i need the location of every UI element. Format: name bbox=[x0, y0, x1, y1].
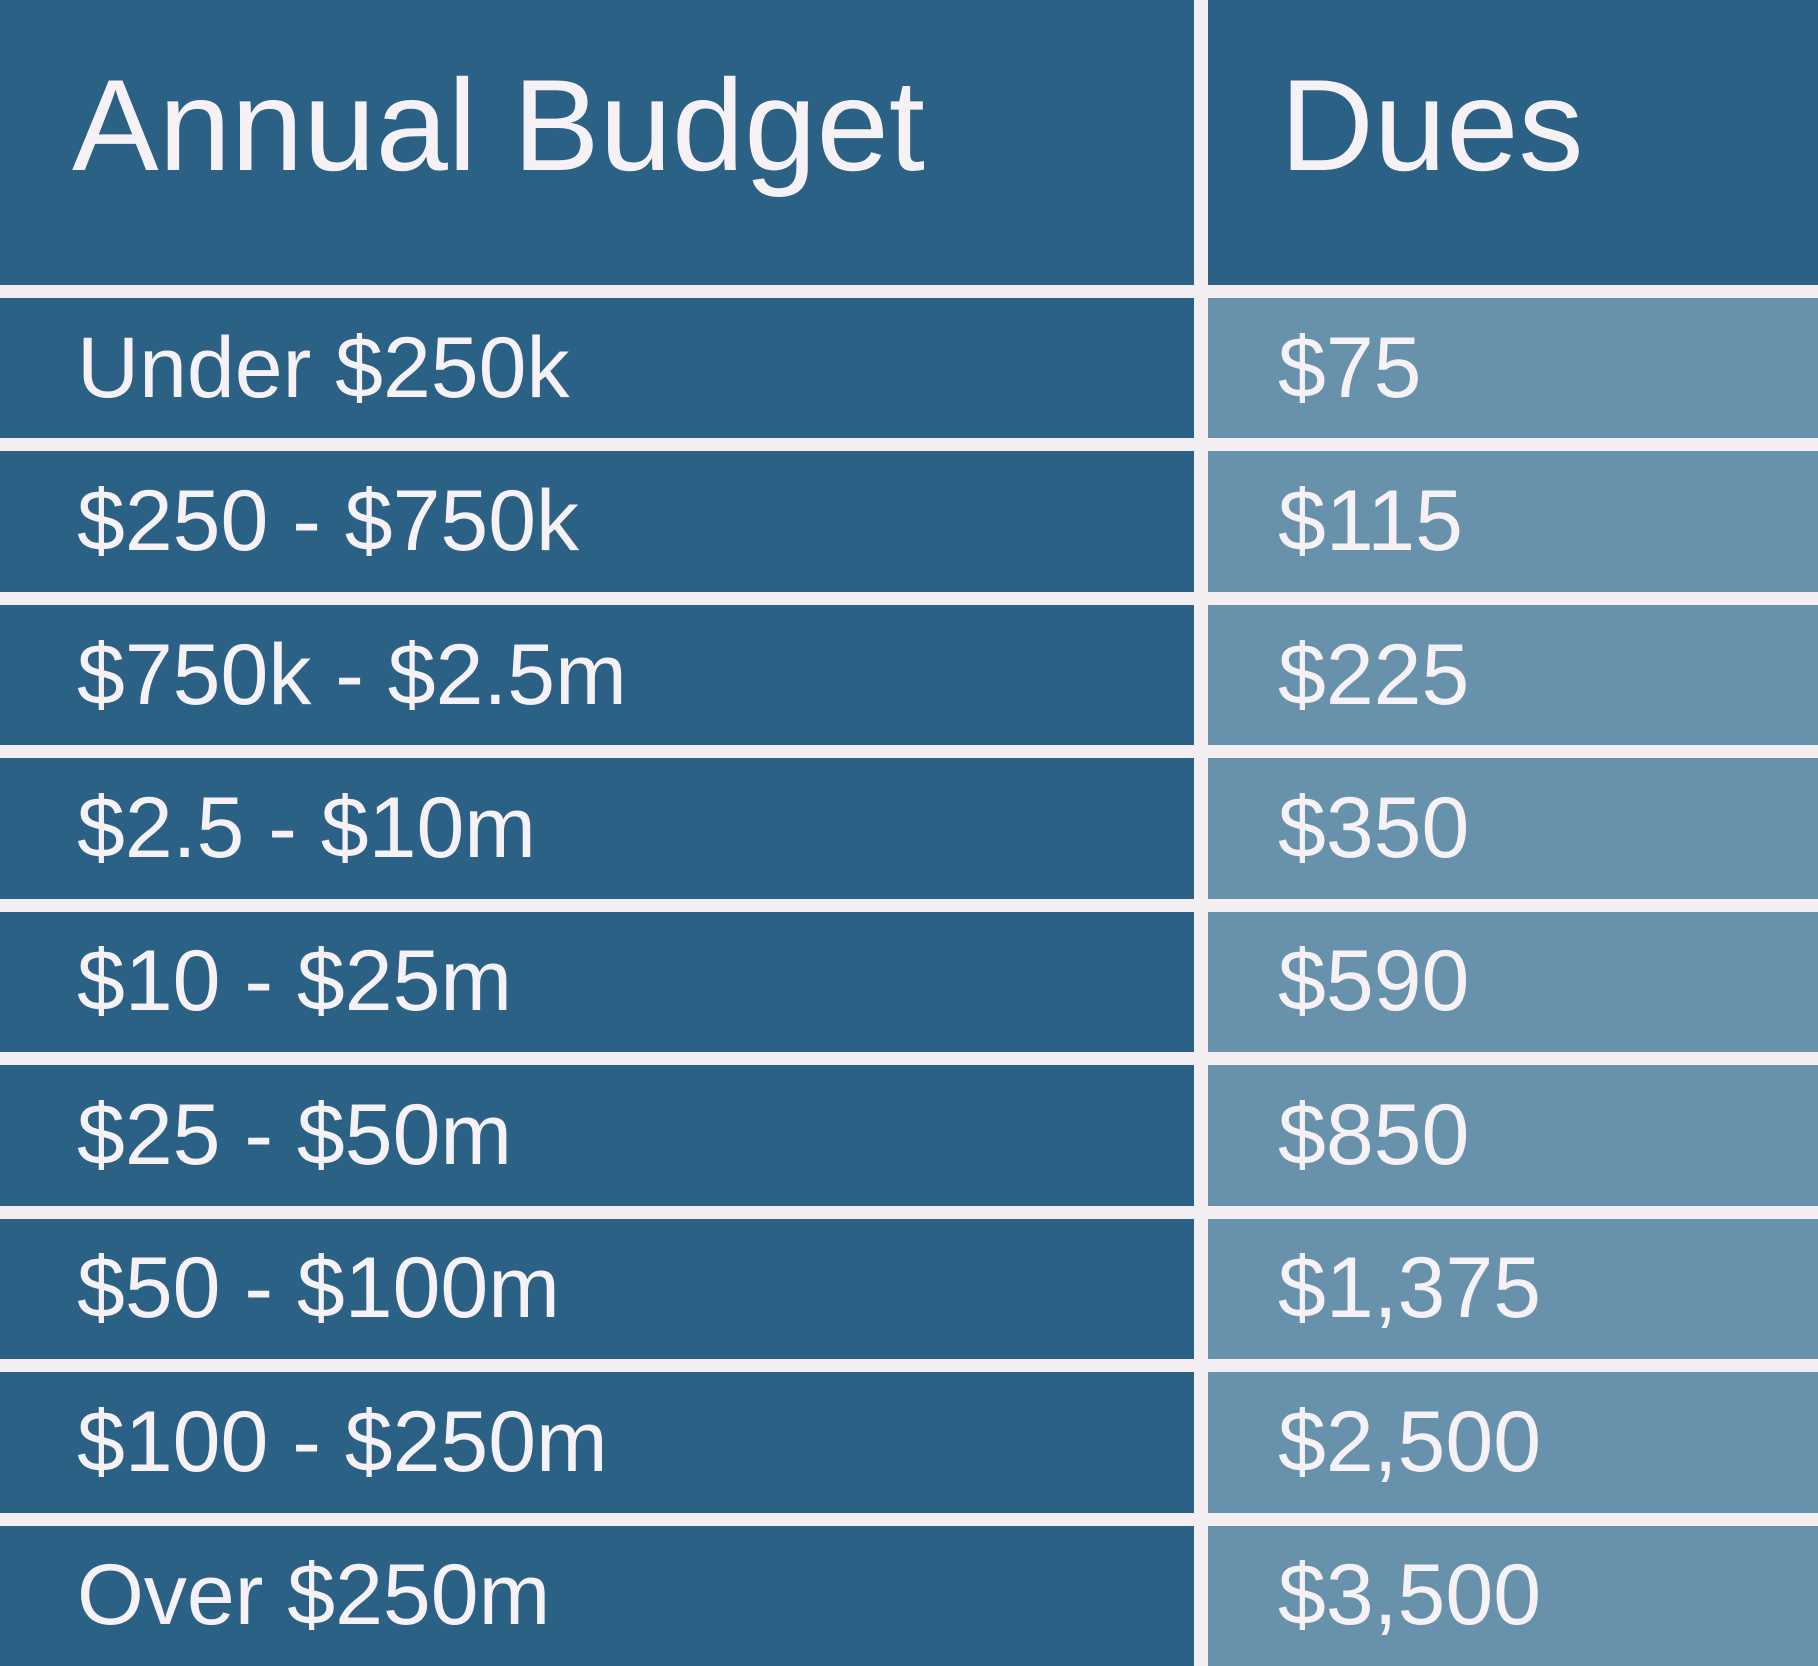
dues-cell: $115 bbox=[1208, 451, 1818, 592]
column-header: Dues bbox=[1208, 0, 1818, 285]
budget-cell: $25 - $50m bbox=[0, 1065, 1194, 1206]
dues-cell: $3,500 bbox=[1208, 1525, 1818, 1666]
dues-cell: $850 bbox=[1208, 1065, 1818, 1206]
budget-cell: $250 - $750k bbox=[0, 451, 1194, 592]
column-header: Annual Budget bbox=[0, 0, 1194, 285]
dues-cell: $1,375 bbox=[1208, 1218, 1818, 1360]
dues-cell: $75 bbox=[1208, 298, 1818, 439]
dues-cell: $350 bbox=[1208, 758, 1818, 899]
dues-cell: $225 bbox=[1208, 604, 1818, 746]
dues-cell: $590 bbox=[1208, 911, 1818, 1053]
budget-cell: Under $250k bbox=[0, 298, 1194, 439]
budget-cell: $10 - $25m bbox=[0, 911, 1194, 1053]
budget-cell: $100 - $250m bbox=[0, 1372, 1194, 1513]
budget-cell: Over $250m bbox=[0, 1525, 1194, 1666]
budget-cell: $750k - $2.5m bbox=[0, 604, 1194, 746]
budget-cell: $50 - $100m bbox=[0, 1218, 1194, 1360]
budget-cell: $2.5 - $10m bbox=[0, 758, 1194, 899]
dues-cell: $2,500 bbox=[1208, 1372, 1818, 1513]
